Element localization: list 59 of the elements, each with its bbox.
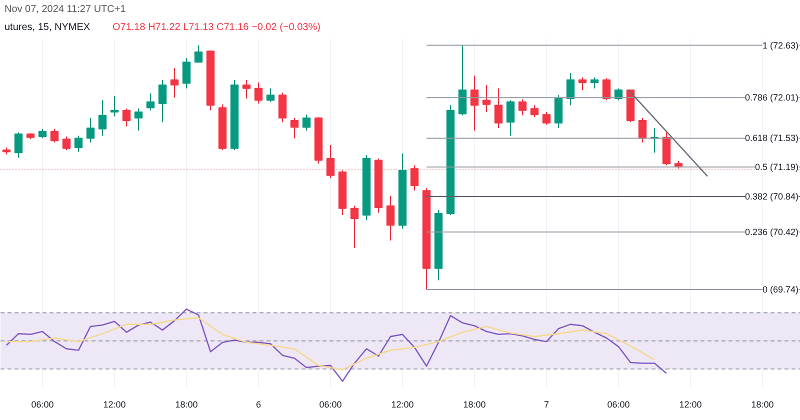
candlestick bbox=[302, 114, 311, 132]
candlestick bbox=[158, 79, 167, 123]
candlestick bbox=[518, 98, 527, 116]
candlestick bbox=[74, 135, 83, 152]
candlestick bbox=[542, 112, 551, 126]
candlestick bbox=[602, 78, 611, 101]
candlestick bbox=[530, 104, 539, 118]
candlestick bbox=[410, 164, 419, 192]
candlestick bbox=[266, 88, 275, 102]
candlestick bbox=[254, 82, 263, 104]
candlestick bbox=[278, 92, 287, 123]
candlestick bbox=[122, 108, 131, 127]
ref-line-label: 0.618 (71.53) bbox=[744, 133, 799, 144]
x-tick-label: 06:00 bbox=[319, 400, 342, 410]
x-tick-label: 12:00 bbox=[103, 400, 126, 410]
candlestick bbox=[482, 84, 491, 113]
candlestick bbox=[470, 75, 479, 132]
candlestick bbox=[242, 79, 251, 100]
x-tick-label: 18:00 bbox=[751, 400, 774, 410]
x-tick-label: 06:00 bbox=[607, 400, 630, 410]
candlestick bbox=[98, 100, 107, 136]
ref-line-label: 0.786 (72.01) bbox=[744, 92, 799, 103]
candlestick bbox=[182, 57, 191, 89]
candlestick bbox=[134, 108, 143, 132]
candlestick bbox=[62, 136, 71, 151]
x-tick-label: 6 bbox=[256, 400, 262, 410]
ref-line-label: 0.382 (70.84) bbox=[744, 192, 799, 202]
x-tick-label: 18:00 bbox=[175, 400, 198, 410]
candlestick bbox=[38, 128, 47, 139]
candlestick bbox=[14, 132, 23, 158]
candlestick bbox=[50, 128, 59, 143]
x-tick-label: 18:00 bbox=[463, 400, 486, 410]
candlestick bbox=[194, 44, 203, 63]
x-tick-label: 12:00 bbox=[391, 400, 414, 410]
candlestick bbox=[110, 95, 119, 117]
candlestick bbox=[458, 44, 467, 116]
text: O71.18 H71.22 L71.13 C71.16 −0.02 (−0.03%) bbox=[112, 22, 320, 33]
candlestick bbox=[386, 195, 395, 241]
candlestick bbox=[506, 100, 515, 136]
x-tick-label: 12:00 bbox=[679, 400, 702, 410]
candlestick bbox=[638, 117, 647, 143]
candlestick bbox=[146, 92, 155, 111]
ref-line-label: 1 (72.63) bbox=[762, 40, 799, 50]
ref-line-label: 0.236 (70.42) bbox=[744, 227, 799, 238]
candlestick bbox=[290, 117, 299, 139]
candlestick bbox=[590, 76, 599, 89]
candlestick bbox=[578, 76, 587, 91]
candlestick bbox=[170, 68, 179, 98]
text: utures, 15, NYMEX bbox=[4, 22, 90, 33]
ref-line-label: 0 (69.74) bbox=[762, 284, 799, 295]
candlestick bbox=[326, 144, 335, 178]
x-tick-label: 06:00 bbox=[31, 400, 54, 410]
ref-line-label: 0.5 (71.19) bbox=[754, 162, 799, 172]
text: Nov 07, 2024 11:27 UTC+1 bbox=[4, 4, 126, 15]
candlestick bbox=[86, 117, 95, 143]
candlestick bbox=[350, 205, 359, 249]
candlestick bbox=[494, 88, 503, 129]
candlestick bbox=[566, 72, 575, 106]
x-tick-label: 7 bbox=[544, 400, 550, 410]
